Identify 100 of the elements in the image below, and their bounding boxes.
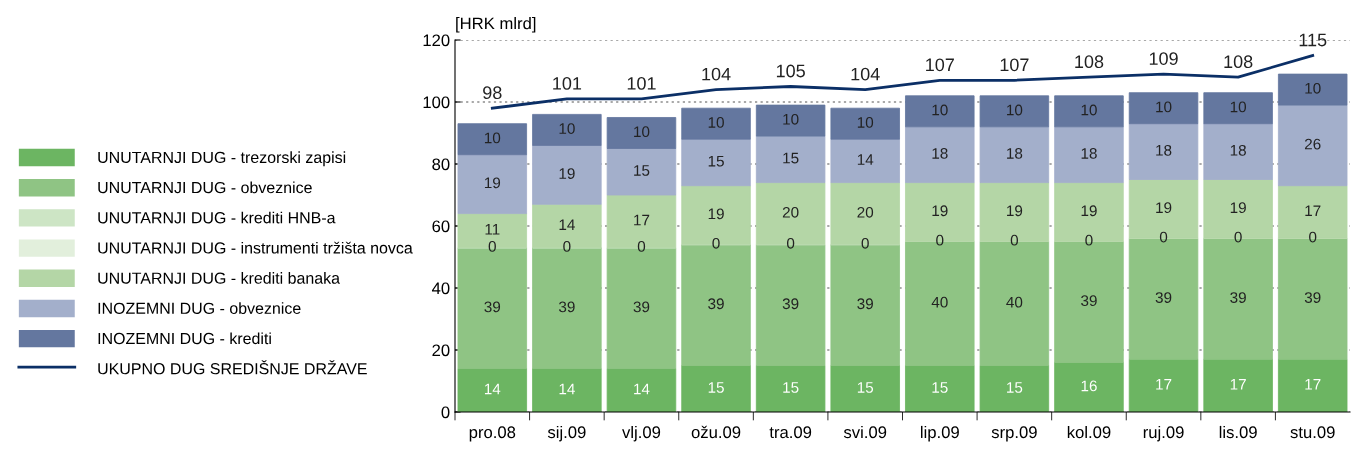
x-tick-label: svi.09 [843, 425, 887, 439]
data-label: 39 [1155, 292, 1172, 303]
data-label: 20 [857, 206, 874, 218]
legend-label: UNUTARNJI DUG - krediti HNB-a [98, 211, 336, 224]
data-label: 0 [1159, 231, 1168, 243]
data-label: 15 [932, 382, 948, 393]
data-label: 17 [634, 214, 650, 226]
x-tick-label: stu.09 [1290, 426, 1335, 439]
data-label: 0 [786, 237, 795, 249]
x-tick-label: lis.09 [1219, 425, 1257, 439]
data-label: 10 [1081, 104, 1097, 116]
data-label: 19 [708, 208, 724, 220]
data-label: 19 [1007, 205, 1023, 217]
data-label: 18 [1081, 147, 1097, 159]
data-label: 10 [1007, 104, 1023, 116]
y-tick-label: 100 [423, 96, 450, 109]
data-label: 0 [637, 240, 646, 252]
data-label: 15 [1007, 382, 1023, 393]
data-label: 10 [932, 104, 948, 116]
data-label: 19 [1156, 202, 1172, 214]
data-label: 26 [1304, 138, 1321, 150]
data-label: 19 [1230, 202, 1246, 214]
data-label: 10 [1305, 82, 1321, 94]
data-label: 39 [782, 298, 799, 310]
data-label: 104 [851, 67, 880, 81]
x-tick-label: ruj.09 [1143, 425, 1184, 442]
data-label: 105 [776, 64, 805, 78]
data-label: 39 [1230, 292, 1246, 303]
data-label: 19 [559, 168, 575, 179]
x-tick-label: pro.08 [469, 426, 516, 442]
x-tick-label: tra.09 [769, 426, 812, 439]
data-label: 14 [857, 154, 874, 165]
x-tick-label: ožu.09 [691, 425, 741, 439]
y-axis-title: [HRK mlrd] [456, 17, 536, 33]
data-label: 10 [1156, 101, 1172, 113]
legend-label: UNUTARNJI DUG - krediti banaka [98, 272, 341, 284]
x-tick-label: srp.09 [991, 426, 1037, 442]
data-label: 0 [936, 234, 944, 246]
data-label: 39 [484, 301, 501, 313]
data-label: 108 [1075, 55, 1104, 69]
data-label: 17 [1156, 379, 1172, 390]
data-label: 15 [783, 382, 799, 393]
data-label: 14 [559, 219, 575, 230]
data-label: 39 [1081, 295, 1097, 307]
data-label: 0 [1309, 231, 1317, 243]
data-label: 19 [1081, 205, 1097, 217]
data-label: 0 [1010, 234, 1019, 246]
data-label: 10 [559, 123, 575, 134]
data-label: 15 [708, 155, 724, 167]
x-tick-label: kol.09 [1067, 425, 1111, 439]
data-label: 10 [484, 132, 501, 144]
data-label: 19 [932, 205, 948, 217]
legend-label: INOZEMNI DUG - obveznice [98, 302, 301, 314]
data-label: 15 [857, 382, 874, 393]
data-label: 10 [857, 116, 874, 128]
data-label: 101 [553, 76, 582, 90]
data-label: 18 [1230, 144, 1246, 156]
data-label: 39 [708, 298, 724, 310]
data-label: 39 [633, 301, 650, 313]
data-label: 10 [783, 113, 799, 125]
data-label: 16 [1081, 380, 1097, 392]
data-label: 11 [485, 224, 500, 235]
data-label: 108 [1224, 55, 1253, 69]
y-tick-label: 60 [432, 220, 450, 233]
data-label: 39 [558, 301, 575, 313]
data-label: 14 [484, 383, 501, 395]
data-label: 15 [783, 152, 799, 164]
data-label: 14 [634, 383, 650, 395]
y-tick-label: 0 [441, 406, 450, 419]
data-label: 15 [708, 382, 724, 393]
data-label: 0 [861, 237, 869, 249]
x-tick-label: lip.09 [920, 425, 959, 442]
y-tick-label: 120 [423, 34, 450, 47]
data-label: 18 [932, 147, 948, 159]
data-label: 0 [488, 240, 496, 252]
legend-label: UNUTARNJI DUG - trezorski zapisi [98, 151, 346, 167]
y-tick-label: 20 [432, 344, 450, 357]
data-label: 0 [1234, 231, 1242, 243]
data-label: 39 [1304, 292, 1321, 303]
data-label: 10 [708, 116, 724, 128]
data-label: 15 [634, 165, 650, 176]
data-label: 20 [782, 206, 799, 218]
data-label: 14 [559, 383, 575, 395]
data-label: 17 [1230, 379, 1246, 390]
data-label: 0 [563, 240, 571, 252]
legend-label: UNUTARNJI DUG - instrumenti tržišta novca [98, 241, 413, 254]
data-label: 104 [702, 67, 731, 81]
legend-label: UKUPNO DUG SREDIŠNJE DRŽAVE [98, 360, 367, 375]
x-tick-label: sij.09 [547, 425, 586, 442]
data-label: 101 [627, 76, 656, 90]
data-label: 17 [1305, 205, 1321, 216]
data-label: 18 [1156, 144, 1172, 156]
data-label: 107 [1000, 58, 1029, 72]
legend-label: INOZEMNI DUG - krediti [98, 332, 271, 345]
data-label: 19 [484, 177, 501, 189]
data-label: 109 [1149, 52, 1178, 65]
data-label: 0 [712, 237, 720, 249]
data-label: 107 [926, 58, 954, 72]
data-label: 98 [483, 86, 502, 100]
data-label: 0 [1085, 234, 1093, 246]
